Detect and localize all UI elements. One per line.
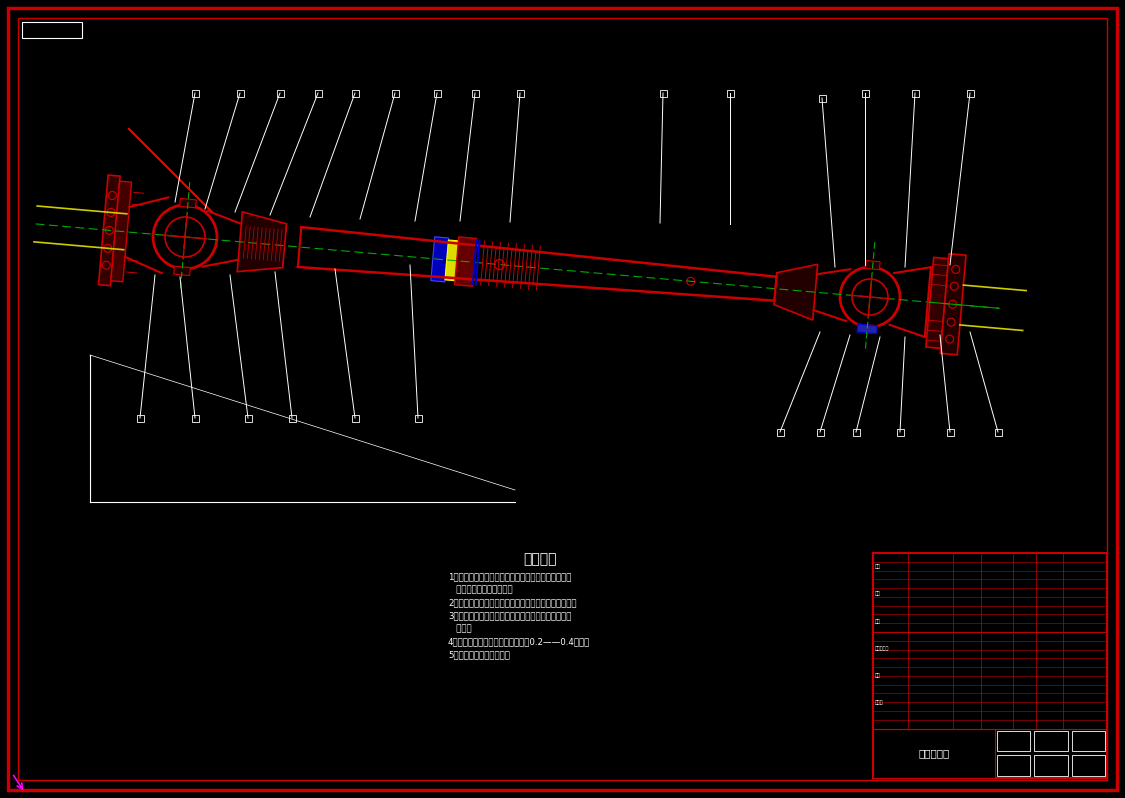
Bar <box>819 94 826 101</box>
Text: 4．调整固定轴承时应留有轴向间隙0.2——0.4毫米。: 4．调整固定轴承时应留有轴向间隙0.2——0.4毫米。 <box>448 637 591 646</box>
Polygon shape <box>774 264 818 320</box>
Polygon shape <box>455 237 477 286</box>
Text: 边毛刺，并涂涂防锈漆。: 边毛刺，并涂涂防锈漆。 <box>448 585 513 594</box>
Polygon shape <box>446 240 459 281</box>
Bar <box>776 429 783 436</box>
Text: 2．零件在装配前用煽油清洗，轴承用汽油清洗后涂漆。: 2．零件在装配前用煽油清洗，轴承用汽油清洗后涂漆。 <box>448 598 576 607</box>
Text: 技术要求: 技术要求 <box>523 552 557 566</box>
Bar <box>853 429 860 436</box>
Bar <box>1071 730 1105 751</box>
Text: 5．按实验规程进行实验。: 5．按实验规程进行实验。 <box>448 650 510 659</box>
Text: 分区: 分区 <box>875 618 881 623</box>
Bar <box>288 414 296 421</box>
Bar <box>862 89 868 97</box>
Polygon shape <box>431 237 449 282</box>
Bar <box>1034 730 1068 751</box>
Polygon shape <box>857 324 878 334</box>
Bar <box>315 89 322 97</box>
Bar <box>946 429 954 436</box>
Bar <box>659 89 666 97</box>
Bar <box>997 755 1030 776</box>
Bar <box>911 89 918 97</box>
Polygon shape <box>237 212 287 271</box>
Bar <box>1034 755 1068 776</box>
Bar <box>244 414 252 421</box>
Polygon shape <box>860 324 874 334</box>
Bar <box>136 414 144 421</box>
Bar <box>817 429 824 436</box>
Bar <box>727 89 734 97</box>
Bar <box>433 89 441 97</box>
Text: 传动轴总成: 传动轴总成 <box>918 749 949 758</box>
Text: 标记: 标记 <box>875 564 881 569</box>
Text: 更改文件号: 更改文件号 <box>875 646 890 650</box>
Bar <box>414 414 422 421</box>
Polygon shape <box>99 175 120 286</box>
Polygon shape <box>173 267 190 275</box>
Bar <box>191 89 198 97</box>
Text: 签名: 签名 <box>875 673 881 678</box>
Polygon shape <box>865 260 880 270</box>
Bar <box>351 89 359 97</box>
Bar <box>897 429 903 436</box>
Polygon shape <box>940 254 966 355</box>
Bar <box>471 89 478 97</box>
Bar <box>516 89 523 97</box>
Text: 1．装配前轴与其他转件不加工面应清理干净，除去毛: 1．装配前轴与其他转件不加工面应清理干净，除去毛 <box>448 572 572 581</box>
Bar <box>966 89 973 97</box>
Bar <box>351 414 359 421</box>
Text: 处数: 处数 <box>875 591 881 596</box>
Bar <box>392 89 398 97</box>
Bar <box>1071 755 1105 776</box>
Bar <box>236 89 243 97</box>
Bar <box>994 429 1001 436</box>
Bar <box>873 553 1107 778</box>
Text: 3．传动轴与万向节装配后须做动平衡检验，用平衡片: 3．传动轴与万向节装配后须做动平衡检验，用平衡片 <box>448 611 572 620</box>
Bar <box>277 89 284 97</box>
Bar <box>873 729 994 778</box>
Polygon shape <box>180 199 196 207</box>
Polygon shape <box>926 258 948 349</box>
Polygon shape <box>111 181 132 282</box>
Text: 年月日: 年月日 <box>875 700 883 705</box>
Bar <box>997 730 1030 751</box>
Text: 满足。: 满足。 <box>448 624 471 633</box>
Bar <box>191 414 198 421</box>
Bar <box>22 22 82 38</box>
